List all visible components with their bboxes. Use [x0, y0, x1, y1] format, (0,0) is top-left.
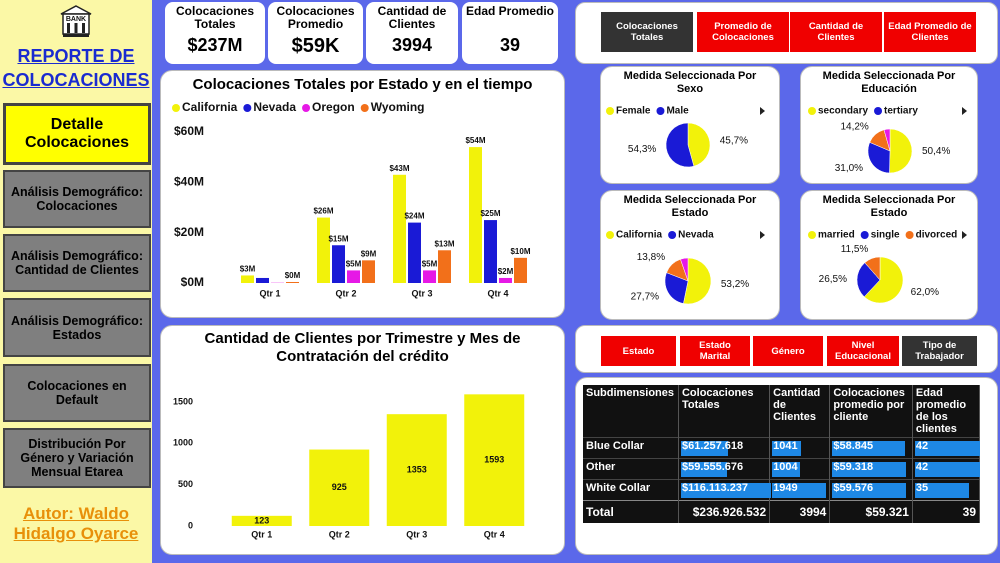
header-cell: Subdimensiones — [583, 385, 679, 438]
table-cell: White Collar — [583, 479, 679, 501]
cell-text: Blue Collar — [586, 440, 645, 452]
table-cell: $58.845 — [829, 437, 913, 459]
table-row: Blue Collar $61.257.618 1041 $58.845 42 — [583, 437, 981, 459]
chart-card — [160, 70, 565, 318]
header-cell: Edad promedio de los clientes — [912, 385, 981, 438]
kpi-label: Edad Promedio — [466, 4, 555, 18]
kpi-card: Edad Promedio 39 — [462, 2, 558, 64]
report-title: REPORTE DE COLOCACIONES — [2, 46, 150, 90]
logo-text: BANK — [66, 16, 86, 23]
nav-button[interactable]: Análisis Demográfico: Estados — [3, 298, 151, 357]
table-wrap: Subdimensiones Colocaciones Totales Cantid… — [583, 385, 981, 523]
cell-text: 42 — [915, 440, 929, 452]
table-cell: Blue Collar — [583, 437, 679, 459]
table-cell: $59.318 — [829, 458, 913, 480]
table-cell: 42 — [912, 458, 981, 480]
toggle-button[interactable]: Edad Promedio de Clientes — [884, 12, 976, 52]
kpi-value: 39 — [499, 35, 521, 55]
table-cell: 42 — [912, 437, 981, 459]
header-cell: Colocaciones Totales — [678, 385, 771, 438]
kpi-card: Cantidad de Clientes 3994 — [366, 2, 458, 64]
toggle-button[interactable]: Cantidad de Clientes — [790, 12, 882, 52]
cell-text: 1949 — [773, 482, 798, 494]
pie-title: Medida Seleccionada Por Educación — [822, 70, 956, 95]
data-table: Subdimensiones Colocaciones Totales Cantid… — [583, 385, 981, 523]
total-cell: 3994 — [769, 500, 831, 523]
chart-title: Cantidad de Clientes por Trimestre y Mes… — [204, 330, 521, 365]
data-bar — [680, 441, 729, 456]
cell-text: $61.257.618 — [681, 440, 744, 452]
nav-button[interactable]: Distribución Por Género y Variación Mens… — [3, 428, 151, 488]
table-cell: Other — [583, 458, 679, 480]
table-row: Other $59.555.676 1004 $59.318 42 — [583, 458, 981, 480]
cell-text: 1041 — [773, 440, 798, 452]
header-row: Subdimensiones Colocaciones Totales Cantid… — [583, 385, 981, 438]
data-bar — [772, 441, 801, 456]
data-bar — [680, 483, 771, 498]
total-cell: 39 — [912, 500, 981, 523]
kpi-value: $59K — [291, 35, 340, 57]
toggle-button[interactable]: Estado Marital — [680, 336, 750, 366]
cell-text: $58.845 — [833, 440, 874, 452]
table-cell: $59.576 — [829, 479, 913, 501]
author: Autor: Waldo Hidalgo Oyarce — [13, 504, 139, 543]
chart-title: Colocaciones Totales por Estado y en el … — [192, 76, 533, 93]
cell-text: 35 — [915, 482, 929, 494]
data-bar — [772, 462, 800, 477]
table-cell: $116.113.237 — [678, 479, 771, 501]
total-cell: $59.321 — [829, 500, 913, 523]
cell-text: $59.555.676 — [681, 461, 744, 473]
nav-button[interactable]: Análisis Demográfico: Cantidad de Client… — [3, 234, 151, 292]
kpi-value: 3994 — [391, 35, 433, 55]
data-bar — [914, 441, 980, 456]
kpi-value: $237M — [187, 35, 243, 55]
cell-text: $116.113.237 — [681, 482, 749, 494]
total-cell: Total — [583, 500, 679, 523]
table-row: White Collar $116.113.237 1949 $59.576 35 — [583, 479, 981, 501]
kpi-card: Colocaciones Totales $237M — [165, 2, 265, 64]
table-cell: 1949 — [769, 479, 831, 501]
cell-text: $59.576 — [833, 482, 874, 494]
toggle-button[interactable]: Nivel Educacional — [827, 336, 899, 366]
data-bar — [772, 483, 827, 498]
table-cell: 35 — [912, 479, 981, 501]
table-cell: $61.257.618 — [678, 437, 771, 459]
cell-text: Other — [586, 461, 616, 473]
toggle-button[interactable]: Estado — [601, 336, 676, 366]
data-bar — [832, 462, 907, 477]
toggle-button[interactable]: Tipo de Trabajador — [902, 336, 977, 366]
kpi-label: Colocaciones Totales — [175, 4, 255, 31]
toggle-button[interactable]: Género — [753, 336, 823, 366]
data-bar — [680, 462, 728, 477]
kpi-card: Colocaciones Promedio $59K — [268, 2, 363, 64]
bank-logo: BANK — [60, 5, 92, 37]
cell-text: 42 — [915, 461, 929, 473]
kpi-label: Colocaciones Promedio — [276, 4, 355, 31]
pie-title: Medida Seleccionada Por Sexo — [623, 70, 757, 95]
data-bar — [832, 441, 906, 456]
pie-title: Medida Seleccionada Por Estado — [822, 194, 956, 219]
table-cell: 1041 — [769, 437, 831, 459]
cell-text: White Collar — [586, 482, 651, 494]
toggle-button[interactable]: Promedio de Colocaciones — [697, 12, 789, 52]
nav-button[interactable]: Análisis Demográfico: Colocaciones — [3, 170, 151, 228]
cell-text: $59.318 — [833, 461, 874, 473]
total-row: Total $236.926.532 3994 $59.321 39 — [583, 500, 981, 523]
toggle-button[interactable]: Colocaciones Totales — [601, 12, 693, 52]
data-bar — [914, 483, 970, 498]
data-bar — [832, 483, 907, 498]
kpi-label: Cantidad de Clientes — [377, 4, 447, 31]
nav-button[interactable]: Colocaciones en Default — [3, 364, 151, 422]
header-cell: Colocaciones promedio por cliente — [829, 385, 913, 438]
pie-title: Medida Seleccionada Por Estado — [623, 194, 757, 219]
nav-button[interactable]: Detalle Colocaciones — [3, 103, 151, 165]
total-cell: $236.926.532 — [678, 500, 771, 523]
table-cell: 1004 — [769, 458, 831, 480]
data-bar — [914, 462, 980, 477]
table-cell: $59.555.676 — [678, 458, 771, 480]
header-cell: Cantidad de Clientes — [769, 385, 831, 438]
cell-text: 1004 — [773, 461, 798, 473]
